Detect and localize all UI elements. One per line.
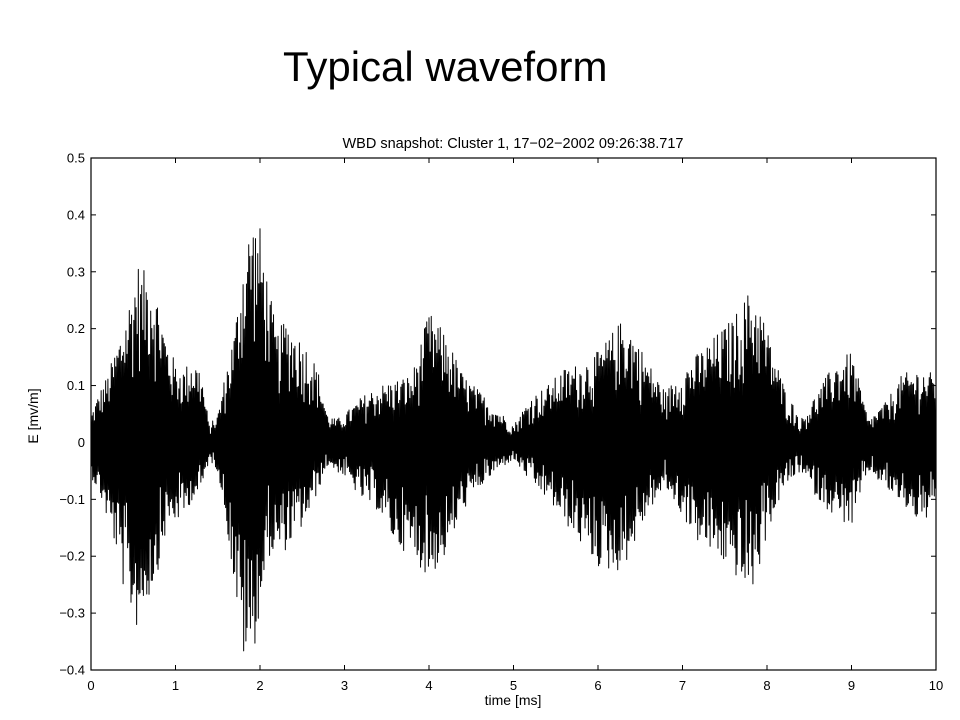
y-tick-label: −0.3 [59,606,85,621]
x-axis-label: time [ms] [485,692,542,708]
waveform-line [90,228,937,652]
x-tick-label: 3 [341,678,348,693]
x-tick-label: 9 [848,678,855,693]
y-axis: −0.4 −0.3 −0.2 −0.1 0 0.1 0.2 0.3 0.4 0.5 [59,151,936,678]
y-axis-label: E [mv/m] [25,388,41,443]
y-tick-label: 0.4 [67,207,85,222]
y-tick-label: −0.2 [59,549,85,564]
x-tick-label: 2 [256,678,263,693]
x-tick-label: 7 [679,678,686,693]
y-tick-label: −0.1 [59,492,85,507]
y-tick-label: −0.4 [59,663,85,678]
x-tick-label: 5 [510,678,517,693]
x-tick-label: 8 [763,678,770,693]
x-tick-label: 4 [425,678,432,693]
x-axis: 0 1 2 3 4 5 6 7 8 9 10 [87,158,943,693]
y-tick-label: 0.5 [67,151,85,166]
y-tick-label: 0.1 [67,378,85,393]
chart-title: WBD snapshot: Cluster 1, 17−02−2002 09:2… [343,136,684,152]
x-tick-label: 6 [594,678,601,693]
plot-frame [90,157,937,671]
x-tick-label: 0 [87,678,94,693]
y-tick-label: 0.3 [67,264,85,279]
x-tick-label: 10 [929,678,943,693]
y-tick-label: 0.2 [67,321,85,336]
x-tick-label: 1 [172,678,179,693]
y-tick-label: 0 [78,435,85,450]
slide-title: Typical waveform [283,43,608,90]
